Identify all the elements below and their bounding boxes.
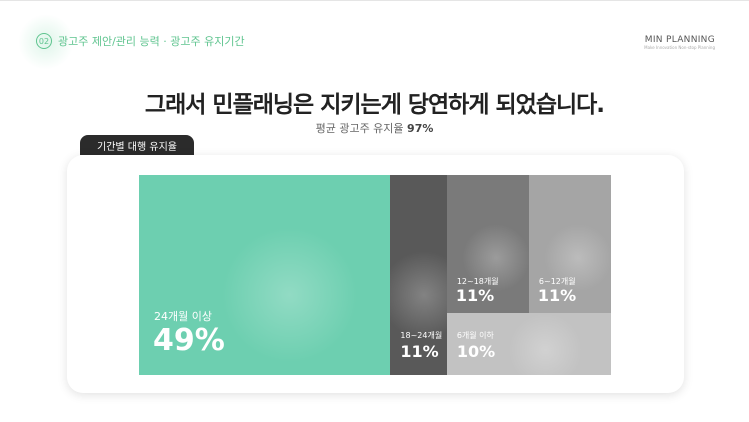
treemap-cell: 6~12개월 11% bbox=[528, 175, 611, 313]
brand-logo: MIN PLANNING Make Innovation Non-stop Pl… bbox=[644, 35, 715, 50]
section-number-badge: 02 bbox=[36, 33, 52, 49]
cell-value: 11% bbox=[400, 342, 439, 361]
top-divider bbox=[0, 0, 749, 1]
cell-value: 11% bbox=[537, 286, 577, 305]
card-tab: 기간별 대행 유지율 bbox=[80, 135, 194, 155]
cell-label: 24개월 이상 bbox=[154, 310, 212, 323]
cell-texture bbox=[446, 312, 611, 375]
treemap-cell: 6개월 이하 10% bbox=[446, 312, 611, 375]
cell-label: 6~12개월 bbox=[538, 277, 576, 286]
cell-texture bbox=[446, 175, 529, 313]
cell-value: 11% bbox=[455, 286, 495, 305]
treemap-cell: 18~24개월 11% bbox=[390, 175, 447, 375]
cell-value: 49% bbox=[153, 323, 225, 358]
cell-texture bbox=[139, 175, 391, 375]
treemap-cell: 12~18개월 11% bbox=[446, 175, 529, 313]
page-title: 그래서 민플래닝은 지키는게 당연하게 되었습니다. bbox=[144, 92, 605, 118]
breadcrumb-text: 광고주 제안/관리 능력 · 광고주 유지기간 bbox=[58, 35, 245, 48]
subtitle-value: 97% bbox=[407, 122, 434, 135]
cell-label: 18~24개월 bbox=[400, 331, 443, 340]
brand-name: MIN PLANNING bbox=[644, 35, 715, 45]
cell-value: 10% bbox=[456, 342, 496, 361]
cell-label: 12~18개월 bbox=[456, 277, 499, 286]
brand-tagline: Make Innovation Non-stop Planning bbox=[644, 45, 715, 50]
breadcrumb: 02 광고주 제안/관리 능력 · 광고주 유지기간 bbox=[36, 33, 245, 49]
cell-texture bbox=[528, 175, 611, 313]
page-subtitle: 평균 광고주 유지율 97% bbox=[0, 120, 749, 136]
cell-texture bbox=[390, 175, 447, 375]
cell-label: 6개월 이하 bbox=[456, 331, 494, 340]
subtitle-text: 평균 광고주 유지율 bbox=[315, 122, 408, 135]
treemap-cell: 24개월 이상 49% bbox=[139, 175, 391, 375]
